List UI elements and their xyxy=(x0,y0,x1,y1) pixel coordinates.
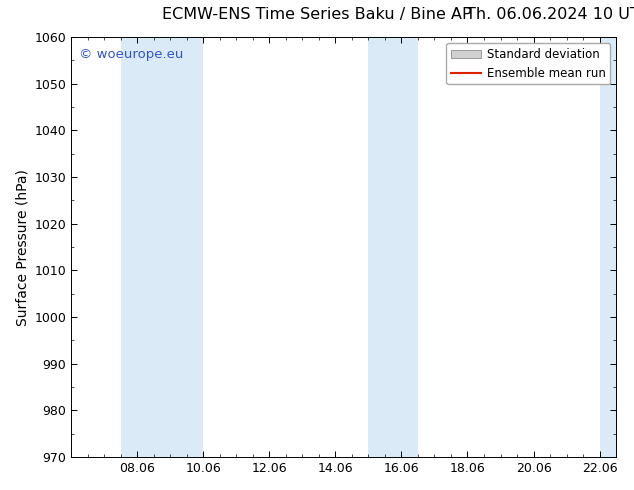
Bar xyxy=(600,37,616,457)
Bar xyxy=(368,37,418,457)
Text: ECMW-ENS Time Series Baku / Bine AP: ECMW-ENS Time Series Baku / Bine AP xyxy=(162,7,472,23)
Text: Th. 06.06.2024 10 UTC: Th. 06.06.2024 10 UTC xyxy=(466,7,634,23)
Text: © woeurope.eu: © woeurope.eu xyxy=(79,48,184,61)
Bar xyxy=(121,37,204,457)
Y-axis label: Surface Pressure (hPa): Surface Pressure (hPa) xyxy=(15,169,29,325)
Legend: Standard deviation, Ensemble mean run: Standard deviation, Ensemble mean run xyxy=(446,43,610,84)
